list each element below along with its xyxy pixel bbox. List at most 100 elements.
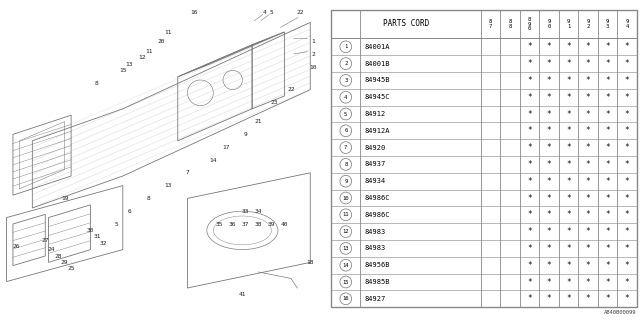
Text: 5: 5 xyxy=(115,221,118,227)
Text: 84920: 84920 xyxy=(365,145,386,151)
Text: *: * xyxy=(605,244,610,253)
Text: 84983: 84983 xyxy=(365,228,386,235)
Text: 9
2: 9 2 xyxy=(586,19,589,29)
Text: *: * xyxy=(605,261,610,270)
Text: 17: 17 xyxy=(223,145,230,150)
Text: *: * xyxy=(625,227,629,236)
Text: *: * xyxy=(586,277,591,286)
Text: *: * xyxy=(605,210,610,219)
Text: *: * xyxy=(625,76,629,85)
Text: *: * xyxy=(625,177,629,186)
Text: 23: 23 xyxy=(271,100,278,105)
Text: *: * xyxy=(527,210,532,219)
Text: 33: 33 xyxy=(242,209,250,214)
Text: *: * xyxy=(527,277,532,286)
Text: *: * xyxy=(566,59,571,68)
Text: 22: 22 xyxy=(297,10,305,15)
Text: 84001A: 84001A xyxy=(365,44,390,50)
Text: *: * xyxy=(625,160,629,169)
Text: 22: 22 xyxy=(287,87,294,92)
Text: *: * xyxy=(586,93,591,102)
Text: 16: 16 xyxy=(342,296,349,301)
Text: 9: 9 xyxy=(344,179,348,184)
Text: *: * xyxy=(586,42,591,51)
Text: *: * xyxy=(605,93,610,102)
Text: *: * xyxy=(566,143,571,152)
Text: *: * xyxy=(527,42,532,51)
Text: *: * xyxy=(527,294,532,303)
Text: 18: 18 xyxy=(307,260,314,265)
Text: 10: 10 xyxy=(342,196,349,201)
Text: 84985B: 84985B xyxy=(365,279,390,285)
Text: 1: 1 xyxy=(312,39,316,44)
Text: 1: 1 xyxy=(344,44,348,49)
Text: 9
3: 9 3 xyxy=(606,19,609,29)
Text: *: * xyxy=(586,194,591,203)
Text: *: * xyxy=(625,294,629,303)
Text: *: * xyxy=(527,261,532,270)
Text: *: * xyxy=(566,210,571,219)
Text: 11: 11 xyxy=(164,29,172,35)
Text: *: * xyxy=(566,160,571,169)
Text: 4: 4 xyxy=(344,95,348,100)
Text: *: * xyxy=(527,59,532,68)
Text: *: * xyxy=(547,294,552,303)
Text: 7: 7 xyxy=(344,145,348,150)
Text: *: * xyxy=(566,109,571,118)
Text: 84934: 84934 xyxy=(365,178,386,184)
Text: *: * xyxy=(527,126,532,135)
Text: *: * xyxy=(547,244,552,253)
Text: 2: 2 xyxy=(344,61,348,66)
Text: *: * xyxy=(625,194,629,203)
Text: *: * xyxy=(605,194,610,203)
Text: *: * xyxy=(566,277,571,286)
Text: *: * xyxy=(586,59,591,68)
Text: 31: 31 xyxy=(93,234,100,239)
Text: *: * xyxy=(527,143,532,152)
Text: 8: 8 xyxy=(344,162,348,167)
Text: 37: 37 xyxy=(242,221,250,227)
Text: 36: 36 xyxy=(229,221,236,227)
Text: 15: 15 xyxy=(342,279,349,284)
Text: *: * xyxy=(527,227,532,236)
Text: *: * xyxy=(527,194,532,203)
Text: 14: 14 xyxy=(342,263,349,268)
Text: 14: 14 xyxy=(209,157,217,163)
Text: *: * xyxy=(605,294,610,303)
Text: *: * xyxy=(527,177,532,186)
Text: 13: 13 xyxy=(164,183,172,188)
Text: *: * xyxy=(625,42,629,51)
Text: *: * xyxy=(547,42,552,51)
Text: 24: 24 xyxy=(48,247,56,252)
Text: 21: 21 xyxy=(255,119,262,124)
Text: 84986C: 84986C xyxy=(365,195,390,201)
Text: *: * xyxy=(566,42,571,51)
Text: 84956B: 84956B xyxy=(365,262,390,268)
Text: *: * xyxy=(586,126,591,135)
Bar xyxy=(332,10,637,38)
Text: *: * xyxy=(547,143,552,152)
Text: 9
0: 9 0 xyxy=(548,19,551,29)
Text: 8
9
0: 8 9 0 xyxy=(528,17,531,31)
Text: *: * xyxy=(566,177,571,186)
Text: 39: 39 xyxy=(268,221,275,227)
Text: 7: 7 xyxy=(186,170,189,175)
Text: 84986C: 84986C xyxy=(365,212,390,218)
Text: 29: 29 xyxy=(61,260,68,265)
Text: 30: 30 xyxy=(87,228,94,233)
Text: 28: 28 xyxy=(54,253,62,259)
Text: *: * xyxy=(586,210,591,219)
Text: 4: 4 xyxy=(263,10,267,15)
Text: *: * xyxy=(547,227,552,236)
Text: *: * xyxy=(527,76,532,85)
Text: 6: 6 xyxy=(344,128,348,133)
Text: *: * xyxy=(605,76,610,85)
Text: *: * xyxy=(527,244,532,253)
Text: *: * xyxy=(625,109,629,118)
Text: *: * xyxy=(625,93,629,102)
Text: *: * xyxy=(547,93,552,102)
Text: 11: 11 xyxy=(145,49,152,54)
Text: *: * xyxy=(586,143,591,152)
Text: 15: 15 xyxy=(119,68,127,73)
Text: *: * xyxy=(625,244,629,253)
